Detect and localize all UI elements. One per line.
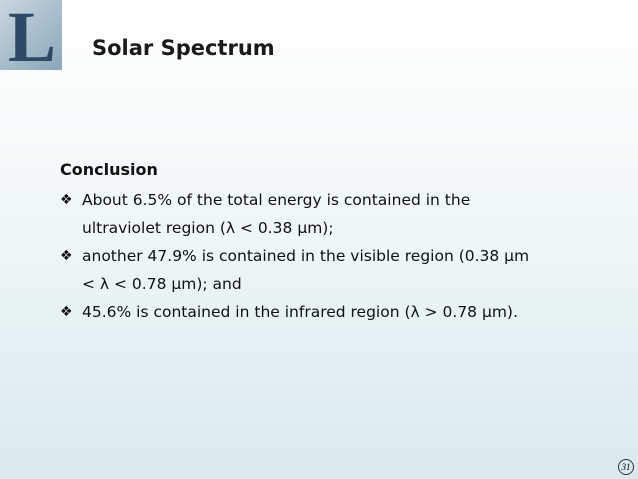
bullet-icon: ❖ <box>60 248 73 264</box>
bullet-text: < λ < 0.78 μm); and <box>82 275 242 293</box>
bullet-text: About 6.5% of the total energy is contai… <box>82 191 471 209</box>
bullet-text: 45.6% is contained in the infrared regio… <box>82 303 518 321</box>
page-number: 31 <box>618 459 634 475</box>
logo-letter: L <box>8 0 57 77</box>
bullet-icon: ❖ <box>60 192 73 208</box>
bullet: ❖ another 47.9% is contained in the visib… <box>60 242 529 298</box>
bullet-text: another 47.9% is contained in the visibl… <box>82 247 530 265</box>
bullet: ❖ About 6.5% of the total energy is conta… <box>60 186 470 242</box>
bullet: ❖ 45.6% is contained in the infrared regi… <box>60 298 518 326</box>
section-heading: Conclusion <box>60 160 158 179</box>
bullet-icon: ❖ <box>60 304 73 320</box>
slide-title: Solar Spectrum <box>92 36 275 60</box>
bullet-text: ultraviolet region (λ < 0.38 μm); <box>82 219 334 237</box>
logo: L <box>0 0 62 77</box>
